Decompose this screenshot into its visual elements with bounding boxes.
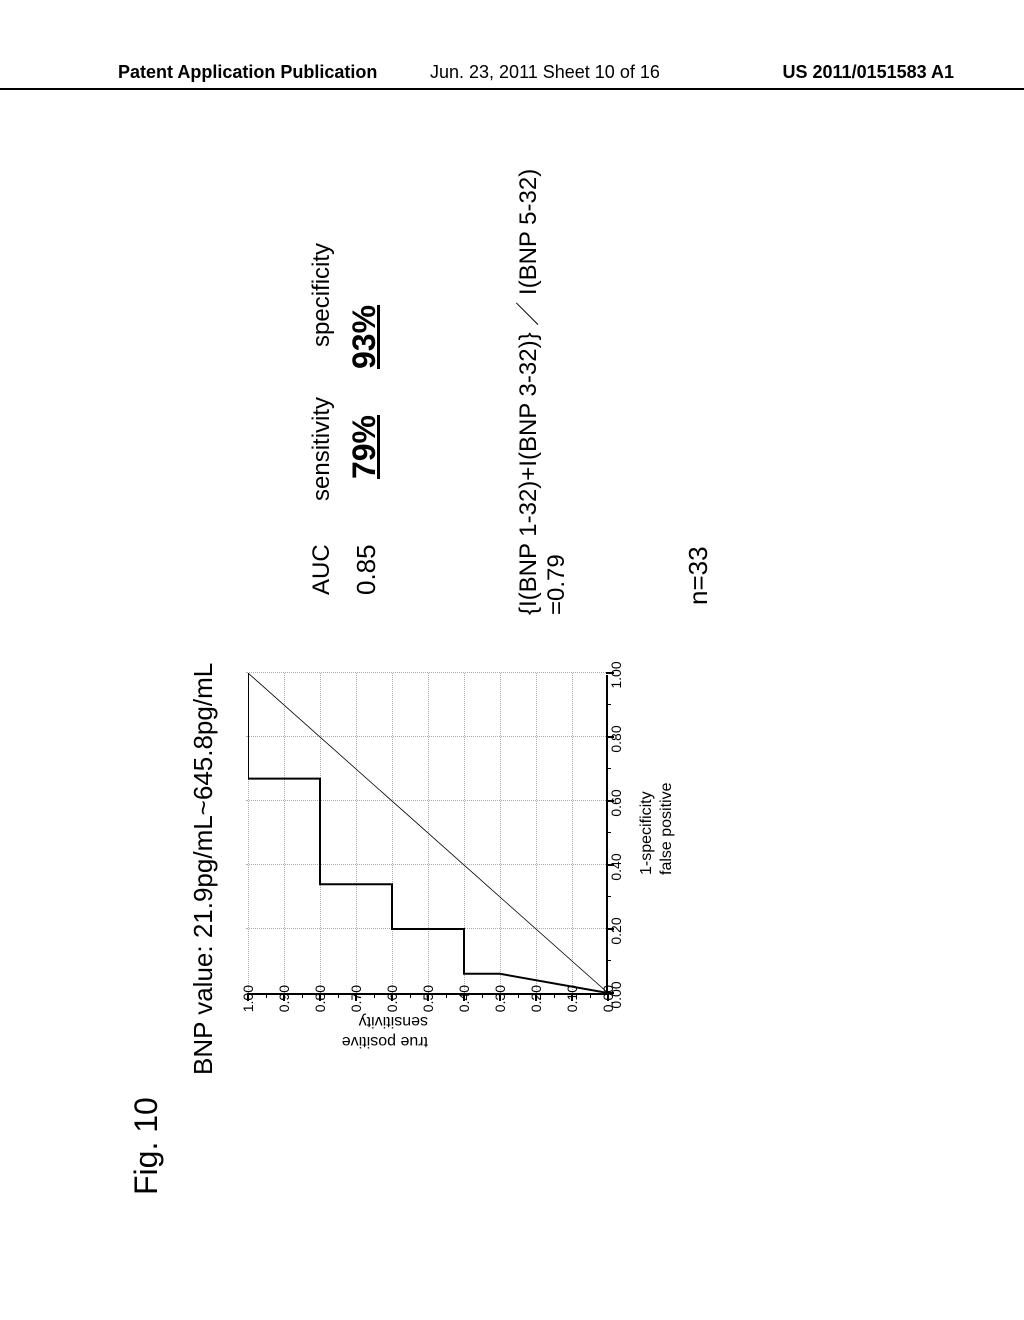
stats-hdr-auc: AUC [308,525,336,595]
xtick-minor [606,960,611,961]
rotated-figure: Fig. 10 BNP value: 21.9pg/mL~645.8pg/mL … [128,145,938,1195]
ytick-label: 0.40 [456,985,472,1012]
ytick-label: 0.70 [348,985,364,1012]
header-date-sheet: Jun. 23, 2011 Sheet 10 of 16 [430,62,660,83]
ytick-label: 0.50 [420,985,436,1012]
xtick-minor [606,768,611,769]
header-pubnumber: US 2011/0151583 A1 [783,62,954,83]
header-publication: Patent Application Publication [118,62,377,83]
ytick-minor [266,993,267,998]
ytick-minor [590,993,591,998]
figure-label: Fig. 10 [128,1097,165,1195]
xaxis-label-falsepositive: false positive [658,783,676,876]
roc-chart: true positive sensitivity 0.00 0.10 0.20 0.… [238,655,678,1055]
ytick-label: 0.30 [492,985,508,1012]
xtick-label: 0.00 [608,981,624,1008]
ytick-minor [302,993,303,998]
ytick-minor [482,993,483,998]
ytick-minor [410,993,411,998]
stats-val-auc: 0.85 [351,525,382,595]
ytick-label: 0.80 [312,985,328,1012]
cutoff-equation: {I(BNP 1-32)+I(BNP 3-32)} ／ I(BNP 5-32) … [508,145,571,615]
xtick-label: 0.80 [608,725,624,752]
ytick-minor [554,993,555,998]
xtick-label: 0.40 [608,853,624,880]
plot-area [248,675,608,995]
stats-block: AUC sensitivity specificity 0.85 79% 93% [308,175,383,595]
ytick-label: 1.00 [240,985,256,1012]
sample-size: n=33 [683,546,714,605]
xtick-label: 0.20 [608,917,624,944]
page-header: Patent Application Publication Jun. 23, … [0,62,1024,90]
stats-hdr-sensitivity: sensitivity [308,371,336,501]
ytick-minor [446,993,447,998]
stats-hdr-specificity: specificity [308,243,336,347]
diagonal-reference-line [248,673,608,993]
roc-curve-svg [248,673,608,993]
xtick-label: 1.00 [608,661,624,688]
ytick-label: 0.20 [528,985,544,1012]
ytick-label: 0.60 [384,985,400,1012]
ytick-minor [518,993,519,998]
xtick-minor [606,832,611,833]
figure-area: Fig. 10 BNP value: 21.9pg/mL~645.8pg/mL … [128,145,938,1195]
stats-val-sensitivity: 79% [346,397,383,497]
ytick-minor [374,993,375,998]
stats-header-row: AUC sensitivity specificity [308,175,336,595]
ytick-minor [338,993,339,998]
ytick-label: 0.90 [276,985,292,1012]
stats-val-specificity: 93% [346,305,383,369]
chart-title: BNP value: 21.9pg/mL~645.8pg/mL [188,663,219,1075]
yaxis-label-sensitivity: sensitivity [359,1012,428,1030]
stats-value-row: 0.85 79% 93% [346,175,383,595]
yaxis-label-truepositive: true positive [342,1032,428,1050]
ytick-label: 0.10 [564,985,580,1012]
xtick-minor [606,896,611,897]
xaxis-label-specificity: 1-specificity [638,791,656,875]
xtick-minor [606,704,611,705]
xtick-label: 0.60 [608,789,624,816]
